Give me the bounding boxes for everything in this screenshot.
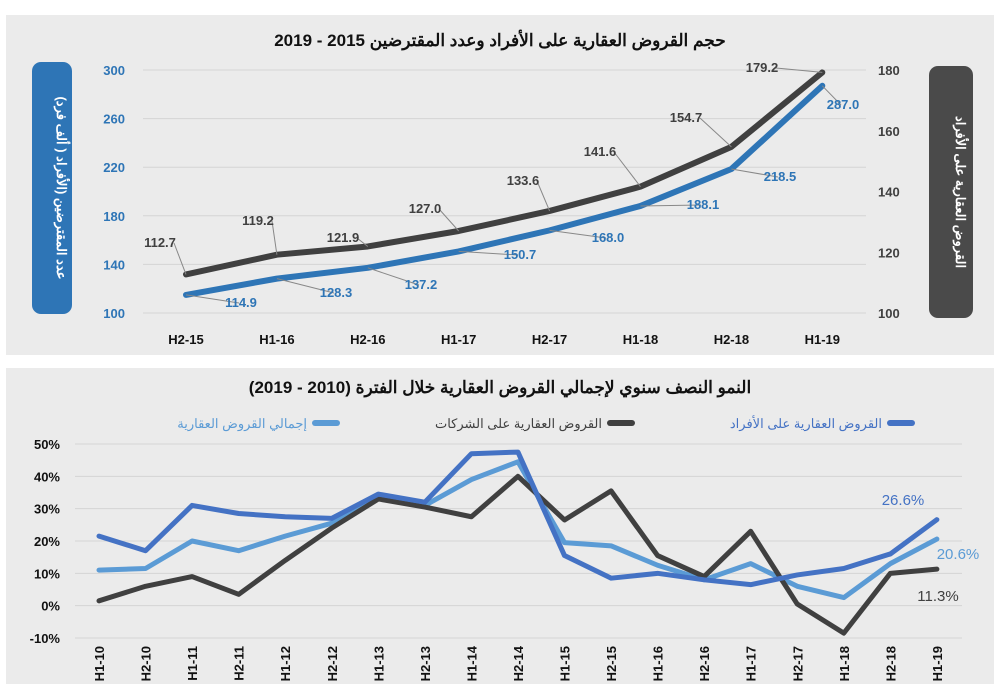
y-axis-tick: -10% bbox=[30, 631, 61, 646]
x-axis-tick: H1-17 bbox=[441, 332, 476, 347]
x-axis-tick: H1-19 bbox=[930, 646, 945, 681]
right-axis-badge bbox=[929, 66, 973, 318]
leader-line bbox=[356, 237, 369, 247]
x-axis-tick: H1-16 bbox=[651, 646, 666, 681]
x-axis-tick: H2-16 bbox=[350, 332, 385, 347]
x-axis-tick: H2-17 bbox=[532, 332, 567, 347]
data-label: 114.9 bbox=[225, 295, 257, 310]
x-axis-tick: H2-11 bbox=[232, 646, 247, 681]
left-axis-tick: 100 bbox=[103, 306, 125, 321]
top-chart-title: حجم القروض العقارية على الأفراد وعدد الم… bbox=[274, 29, 726, 51]
x-axis-tick: H1-16 bbox=[259, 332, 294, 347]
end-data-label: 11.3% bbox=[917, 588, 958, 605]
x-axis-tick: H1-14 bbox=[464, 645, 479, 681]
x-axis-tick: H2-13 bbox=[418, 646, 433, 681]
y-axis-tick: 50% bbox=[34, 437, 60, 452]
right-axis-title: القروض العقارية على الأفراد bbox=[952, 116, 969, 268]
leader-line bbox=[640, 204, 702, 207]
leader-line bbox=[699, 117, 732, 148]
x-axis-tick: H1-17 bbox=[744, 646, 759, 681]
y-axis-tick: 10% bbox=[34, 566, 60, 581]
leader-line bbox=[613, 151, 641, 187]
data-label: 141.6 bbox=[584, 144, 617, 159]
leader-line bbox=[173, 242, 187, 275]
end-data-label: 26.6% bbox=[882, 492, 925, 509]
data-label: 128.3 bbox=[320, 285, 353, 300]
x-axis-tick: H1-10 bbox=[92, 646, 107, 681]
leader-line bbox=[185, 294, 240, 304]
leader-line bbox=[438, 208, 460, 232]
x-axis-tick: H1-11 bbox=[185, 646, 200, 681]
data-label: 168.0 bbox=[592, 230, 625, 245]
left-axis-tick: 220 bbox=[103, 160, 125, 175]
series-line-0 bbox=[183, 69, 826, 278]
series-line-0 bbox=[96, 449, 940, 588]
data-label: 218.5 bbox=[764, 169, 797, 184]
x-axis-tick: H2-18 bbox=[883, 646, 898, 681]
y-axis-tick: 0% bbox=[41, 599, 60, 614]
x-axis-tick: H2-12 bbox=[325, 646, 340, 681]
data-label: 287.0 bbox=[827, 97, 860, 112]
data-label: 188.1 bbox=[687, 197, 720, 212]
x-axis-tick: H2-15 bbox=[168, 332, 203, 347]
x-axis-tick: H1-19 bbox=[805, 332, 840, 347]
left-axis-tick: 140 bbox=[103, 257, 125, 272]
left-axis-tick: 180 bbox=[103, 209, 125, 224]
x-axis-tick: H1-18 bbox=[837, 646, 852, 681]
leader-line bbox=[549, 229, 607, 239]
leader-line bbox=[271, 220, 278, 255]
end-data-label: 20.6% bbox=[937, 546, 980, 563]
leader-line bbox=[731, 168, 779, 178]
data-label: 119.2 bbox=[242, 213, 274, 228]
y-axis-tick: 40% bbox=[34, 469, 60, 484]
x-axis-tick: H2-18 bbox=[714, 332, 749, 347]
x-axis-tick: H2-14 bbox=[511, 645, 526, 681]
y-axis-tick: 20% bbox=[34, 534, 60, 549]
leader-line bbox=[276, 278, 335, 294]
left-axis-badge bbox=[32, 62, 72, 314]
x-axis-tick: H1-12 bbox=[278, 646, 293, 681]
left-axis-tick: 300 bbox=[103, 63, 125, 78]
leader-line bbox=[775, 67, 823, 73]
leader-line bbox=[536, 180, 551, 212]
legend-label: القروض العقارية على الأفراد bbox=[730, 415, 882, 432]
data-label: 133.6 bbox=[507, 173, 540, 188]
data-label: 112.7 bbox=[144, 235, 176, 250]
legend-label: القروض العقارية على الشركات bbox=[435, 416, 602, 432]
bottom-chart-title: النمو النصف سنوي لإجمالي القروض العقارية… bbox=[249, 378, 751, 398]
series-line-1 bbox=[183, 82, 826, 298]
right-axis-tick: 160 bbox=[878, 124, 900, 139]
x-axis-tick: H2-16 bbox=[697, 646, 712, 681]
x-axis-tick: H1-13 bbox=[371, 646, 386, 681]
data-label: 137.2 bbox=[405, 277, 438, 292]
top-panel bbox=[6, 15, 994, 355]
leader-line bbox=[367, 267, 420, 286]
data-label: 179.2 bbox=[746, 60, 779, 75]
legend-label: إجمالي القروض العقارية bbox=[177, 416, 307, 432]
data-label: 127.0 bbox=[409, 201, 442, 216]
series-line-2 bbox=[96, 459, 940, 601]
y-axis-tick: 30% bbox=[34, 502, 60, 517]
x-axis-tick: H2-17 bbox=[790, 646, 805, 681]
x-axis-tick: H2-15 bbox=[604, 646, 619, 681]
leader-line bbox=[458, 250, 519, 256]
right-axis-tick: 100 bbox=[878, 306, 900, 321]
series-line-1 bbox=[96, 473, 940, 636]
left-axis-title: عدد المقترضين (الأفراد ( ألف فرد) bbox=[53, 96, 70, 279]
data-label: 154.7 bbox=[670, 110, 703, 125]
right-axis-tick: 180 bbox=[878, 63, 900, 78]
data-label: 121.9 bbox=[327, 230, 360, 245]
right-axis-tick: 120 bbox=[878, 245, 900, 260]
left-axis-tick: 260 bbox=[103, 112, 125, 127]
right-axis-tick: 140 bbox=[878, 185, 900, 200]
leader-line bbox=[821, 85, 842, 106]
x-axis-tick: H1-18 bbox=[623, 332, 658, 347]
x-axis-tick: H2-10 bbox=[139, 646, 154, 681]
x-axis-tick: H1-15 bbox=[558, 646, 573, 681]
data-label: 150.7 bbox=[504, 247, 537, 262]
